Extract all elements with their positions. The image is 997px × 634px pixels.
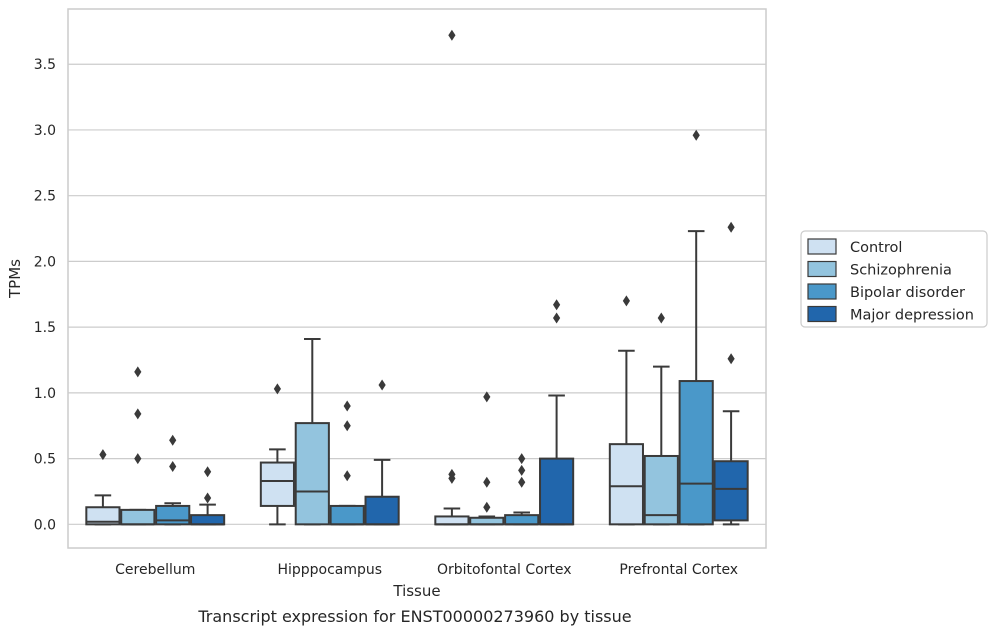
outlier-point xyxy=(448,468,456,480)
outlier-point xyxy=(343,470,351,482)
box-bipolar-disorder xyxy=(504,453,540,526)
legend-swatch xyxy=(807,238,837,255)
y-tick-label: 1.5 xyxy=(34,320,56,336)
x-tick-label: Cerebellum xyxy=(115,562,195,578)
y-tick-label: 2.5 xyxy=(34,189,56,205)
outlier-point xyxy=(273,383,281,395)
box-schizophrenia xyxy=(120,366,156,526)
iqr-box xyxy=(294,422,330,526)
iqr-box xyxy=(608,443,644,526)
x-tick-label: Prefrontal Cortex xyxy=(619,562,738,578)
y-tick-label: 1.0 xyxy=(34,386,56,402)
outlier-point xyxy=(343,420,351,432)
box-major-depression xyxy=(364,379,400,526)
legend-frame xyxy=(800,230,988,328)
outlier-point xyxy=(483,501,491,513)
y-tick-label: 0.5 xyxy=(34,452,56,468)
iqr-box xyxy=(434,515,470,526)
box-schizophrenia xyxy=(643,312,679,526)
outlier-point xyxy=(518,476,526,488)
outlier-point xyxy=(483,476,491,488)
outlier-point xyxy=(99,449,107,461)
legend-swatch xyxy=(807,260,837,278)
x-axis-title: Tissue xyxy=(392,582,440,600)
iqr-box xyxy=(713,460,749,522)
box-bipolar-disorder xyxy=(155,434,191,526)
iqr-box xyxy=(190,514,226,526)
box-control xyxy=(608,295,644,526)
iqr-box xyxy=(120,508,156,526)
outlier-point xyxy=(518,464,526,476)
plot-area-frame xyxy=(67,8,767,549)
iqr-box xyxy=(504,514,540,526)
outlier-point xyxy=(553,299,561,311)
y-axis-title: TPMs xyxy=(6,259,24,299)
box-bipolar-disorder xyxy=(329,400,365,526)
y-tick-labels: 0.0 0.5 1.0 1.5 2.0 2.5 3.0 3.5 xyxy=(34,57,56,533)
iqr-box xyxy=(85,506,121,526)
outlier-point xyxy=(448,29,456,41)
outlier-point xyxy=(727,353,735,365)
x-tick-labels: Cerebellum Hipppocampus Orbitofontal Corte… xyxy=(115,562,738,578)
y-tick-label: 2.0 xyxy=(34,254,56,270)
chart-caption: Transcript expression for ENST0000027396… xyxy=(197,607,631,626)
outlier-point xyxy=(657,312,665,324)
y-tick-label: 0.0 xyxy=(34,517,56,533)
legend: Control Schizophrenia Bipolar disorder Majo… xyxy=(800,230,988,328)
box-control xyxy=(259,383,295,526)
box-control xyxy=(85,449,121,526)
legend-label: Schizophrenia xyxy=(850,263,952,279)
boxes xyxy=(85,29,749,526)
x-tick-label: Orbitofontal Cortex xyxy=(437,562,572,578)
box-major-depression xyxy=(713,221,749,526)
box-schizophrenia xyxy=(469,391,505,526)
outlier-point xyxy=(204,466,212,478)
legend-label: Control xyxy=(850,240,902,256)
outlier-point xyxy=(622,295,630,307)
legend-swatch xyxy=(807,283,837,300)
gridlines xyxy=(68,63,766,525)
iqr-box xyxy=(259,461,295,507)
iqr-box xyxy=(643,454,679,526)
box-major-depression xyxy=(190,466,226,526)
y-tick-label: 3.0 xyxy=(34,123,56,139)
outlier-point xyxy=(378,379,386,391)
outlier-point xyxy=(692,129,700,141)
y-tick-label: 3.5 xyxy=(34,57,56,73)
x-tick-label: Hipppocampus xyxy=(277,562,382,578)
outlier-point xyxy=(343,400,351,412)
outlier-point xyxy=(134,453,142,465)
outlier-point xyxy=(553,312,561,324)
outlier-point xyxy=(204,492,212,504)
outlier-point xyxy=(518,453,526,465)
outlier-point xyxy=(169,434,177,446)
box-major-depression xyxy=(539,299,575,526)
outlier-point xyxy=(727,221,735,233)
iqr-box xyxy=(329,504,365,526)
legend-label: Bipolar disorder xyxy=(850,285,965,301)
outlier-point xyxy=(134,366,142,378)
legend-swatch xyxy=(807,305,837,323)
outlier-point xyxy=(134,408,142,420)
outlier-point xyxy=(169,460,177,472)
legend-label: Major depression xyxy=(850,308,974,324)
iqr-box xyxy=(155,504,191,526)
iqr-box xyxy=(364,495,400,526)
outlier-point xyxy=(483,391,491,403)
iqr-box xyxy=(678,380,714,526)
box-bipolar-disorder xyxy=(678,129,714,526)
iqr-box xyxy=(539,457,575,526)
box-schizophrenia xyxy=(294,337,330,526)
box-control xyxy=(434,29,470,526)
